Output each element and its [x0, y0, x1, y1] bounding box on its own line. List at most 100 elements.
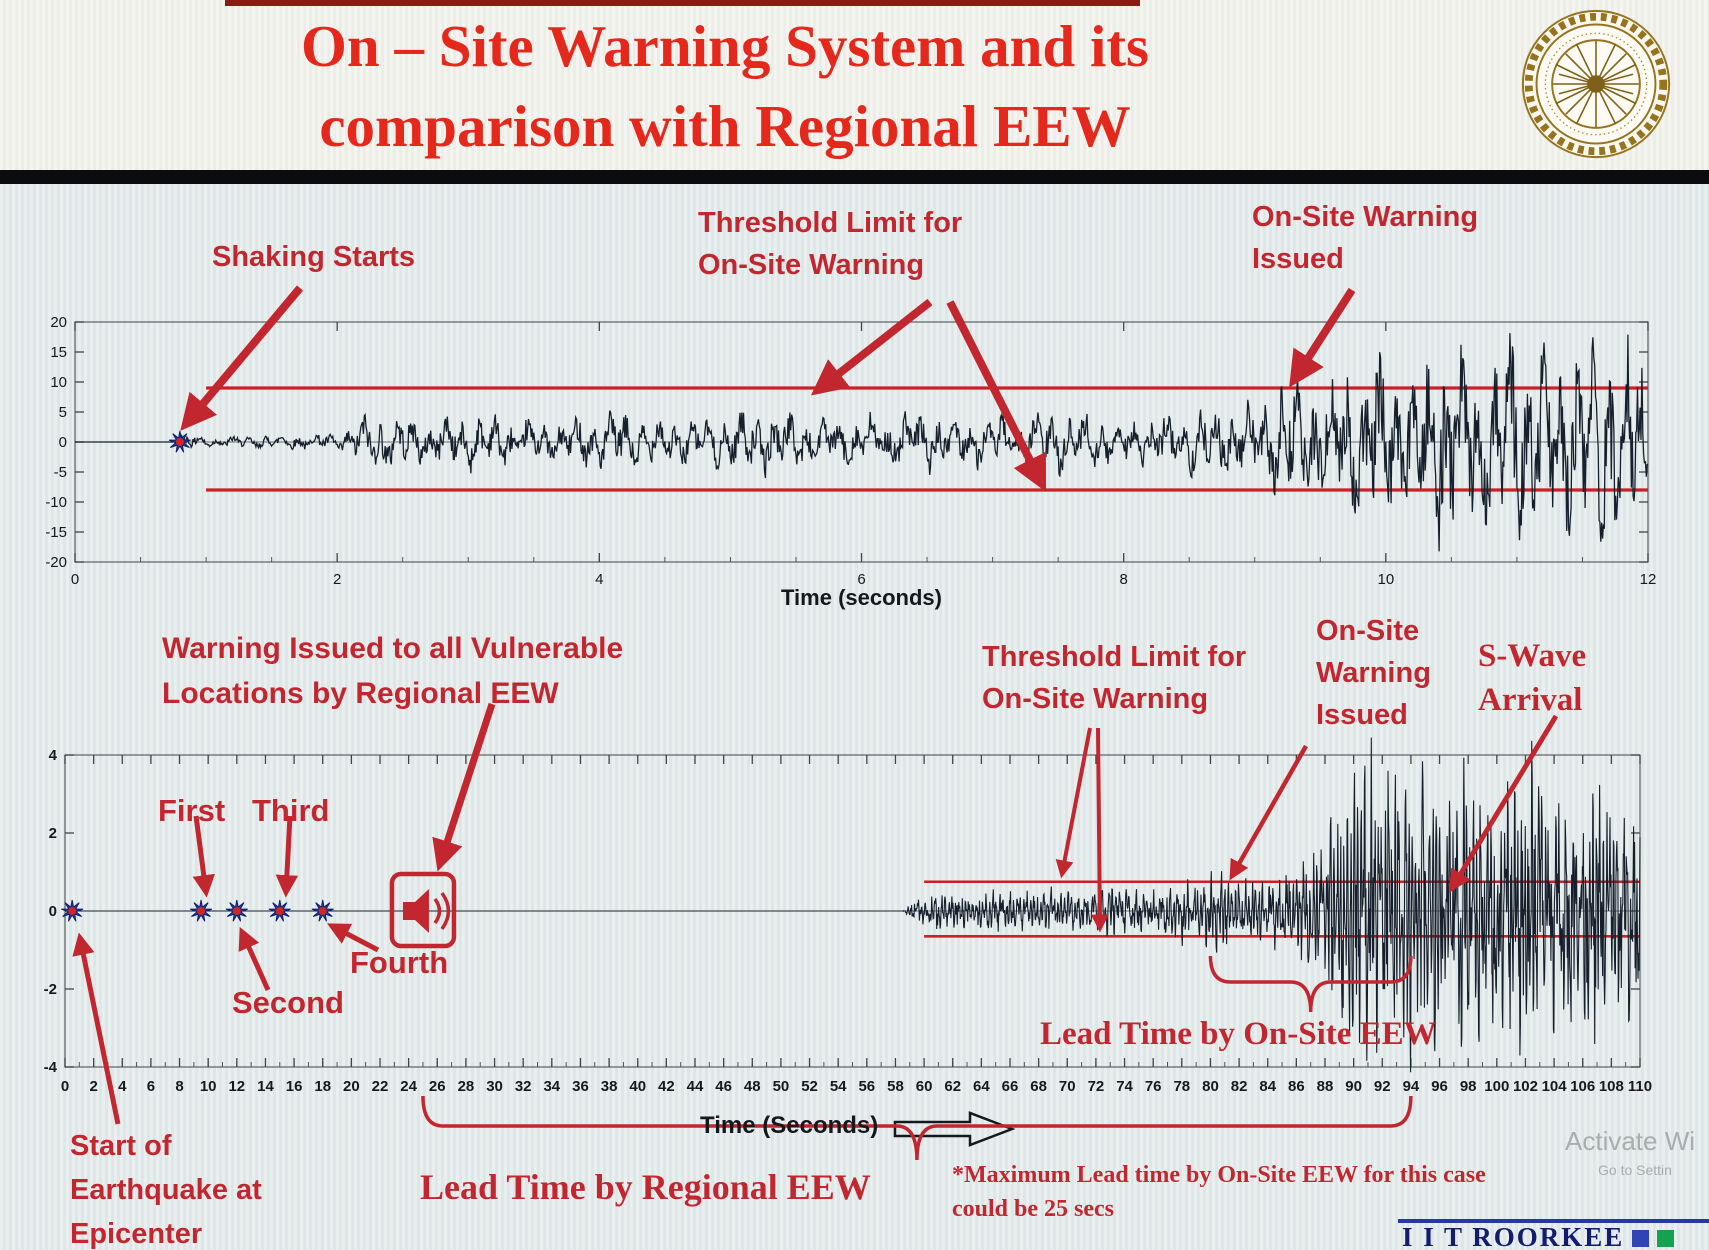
top-maroon-strip	[225, 0, 1140, 6]
x-tick-label: 88	[1317, 1078, 1334, 1095]
logo-gear-ring	[1524, 12, 1668, 156]
warning-speaker-icon	[389, 871, 457, 949]
x-tick-label: 78	[1173, 1078, 1190, 1095]
onsite-warning-bottom-arrow	[1229, 744, 1308, 881]
logo-text-ring	[1544, 32, 1648, 136]
threshold-top-arrow-right	[946, 300, 1047, 493]
x-tick-label: 0	[71, 571, 79, 588]
p-wave-detection-star	[168, 430, 191, 453]
x-tick-label: 108	[1599, 1078, 1624, 1095]
slide-title-line2: comparison with Regional EEW	[319, 93, 1131, 159]
x-tick-label: 42	[658, 1078, 675, 1095]
y-tick-label: -10	[45, 494, 67, 511]
go-to-settings-watermark: Go to Settin	[1598, 1162, 1672, 1178]
x-tick-label: 46	[715, 1078, 732, 1095]
threshold-top-arrow-left	[810, 298, 933, 396]
label-second-detection: Second	[232, 985, 344, 1020]
y-tick-label: 2	[49, 825, 57, 842]
x-tick-label: 62	[944, 1078, 961, 1095]
x-tick-label: 24	[400, 1078, 417, 1095]
x-tick-label: 98	[1460, 1078, 1477, 1095]
label-lead-time-regional: Lead Time by Regional EEW	[420, 1167, 871, 1207]
label-threshold-limit-top: Threshold Limit for On-Site Warning	[698, 207, 963, 281]
label-fourth-detection: Fourth	[350, 945, 449, 980]
x-tick-label: 32	[515, 1078, 532, 1095]
x-tick-label: 84	[1259, 1078, 1276, 1095]
x-tick-label: 54	[830, 1078, 847, 1095]
label-s-wave-arrival: S-Wave Arrival	[1478, 638, 1587, 718]
x-tick-label: 40	[629, 1078, 646, 1095]
y-tick-label: 10	[50, 374, 67, 391]
x-tick-label: 38	[601, 1078, 618, 1095]
p-wave-detection-star	[190, 899, 213, 922]
label-onsite-warning-issued-bottom: On-Site Warning Issued	[1316, 615, 1431, 731]
y-tick-label: 4	[49, 747, 58, 764]
x-tick-label: 56	[858, 1078, 875, 1095]
p-wave-detection-star	[61, 899, 84, 922]
slide-title-line1: On – Site Warning System and its	[300, 13, 1149, 79]
fourth-detection-arrow	[327, 923, 380, 953]
x-tick-label: 6	[147, 1078, 155, 1095]
x-tick-label: 68	[1030, 1078, 1047, 1095]
label-threshold-limit-bottom: Threshold Limit for On-Site Warning	[982, 641, 1247, 715]
logo-hub	[1587, 75, 1605, 93]
x-tick-label: 50	[773, 1078, 790, 1095]
x-tick-label: 80	[1202, 1078, 1219, 1095]
slide-header: On – Site Warning System and its compari…	[0, 0, 1709, 170]
label-onsite-warning-issued-top: On-Site Warning Issued	[1252, 201, 1479, 275]
s-wave-arrow	[1449, 714, 1559, 893]
y-tick-label: -5	[54, 464, 67, 481]
regional-eew-seismogram: 0 2 4 6 8 10 12 14 16 18 20 22 24 26 28 30 32 34 36 38 40 42 4…	[44, 737, 1652, 1095]
x-tick-label: 92	[1374, 1078, 1391, 1095]
y-tick-label: -4	[44, 1059, 58, 1076]
x-tick-label: 18	[314, 1078, 331, 1095]
y-tick-label: 0	[49, 903, 57, 920]
slide-title: On – Site Warning System and its compari…	[0, 6, 1450, 166]
x-tick-label: 28	[458, 1078, 475, 1095]
x-tick-label: 106	[1570, 1078, 1595, 1095]
x-tick-label: 14	[257, 1078, 274, 1095]
iit-roorkee-wordmark: I I T ROORKEE	[1402, 1222, 1675, 1250]
x-tick-label: 10	[1377, 571, 1394, 588]
onsite-warning-top-arrow	[1289, 287, 1356, 388]
x-tick-label: 110	[1628, 1078, 1652, 1095]
on-site-station-seismogram: 0 2 4 6 8 10 12 20 15 10 5 0 -5 -10 -15 -20	[45, 314, 1656, 588]
iit-roorkee-logo	[1521, 9, 1671, 159]
x-tick-label: 16	[286, 1078, 303, 1095]
brand-blue-square-icon	[1632, 1230, 1650, 1247]
p-wave-detection-star	[311, 899, 334, 922]
activate-windows-watermark: Activate Wi	[1565, 1126, 1696, 1156]
brand-underline	[1398, 1219, 1709, 1223]
shaking-starts-arrow	[180, 285, 304, 431]
x-tick-label: 94	[1403, 1078, 1420, 1095]
top-x-axis-label: Time (seconds)	[781, 585, 942, 610]
x-tick-label: 26	[429, 1078, 446, 1095]
x-tick-label: 6	[857, 571, 865, 588]
x-tick-label: 58	[887, 1078, 904, 1095]
x-tick-label: 48	[744, 1078, 761, 1095]
x-tick-label: 66	[1002, 1078, 1019, 1095]
x-tick-label: 72	[1088, 1078, 1105, 1095]
label-start-of-earthquake: Start of Earthquake at Epicenter	[70, 1130, 262, 1250]
label-first-detection: First	[158, 793, 226, 828]
logo-chakra-rim	[1551, 39, 1641, 129]
label-shaking-starts: Shaking Starts	[212, 241, 416, 273]
x-tick-label: 8	[175, 1078, 183, 1095]
x-tick-label: 90	[1345, 1078, 1362, 1095]
x-tick-label: 8	[1119, 571, 1127, 588]
x-tick-label: 10	[200, 1078, 217, 1095]
x-tick-label: 104	[1542, 1078, 1568, 1095]
y-tick-label: 15	[50, 344, 67, 361]
x-tick-label: 20	[343, 1078, 360, 1095]
second-detection-arrow	[238, 926, 271, 992]
x-tick-label: 34	[543, 1078, 560, 1095]
x-tick-label: 82	[1231, 1078, 1248, 1095]
start-epicenter-arrow	[72, 932, 121, 1125]
x-tick-label: 100	[1484, 1078, 1509, 1095]
x-tick-label: 102	[1513, 1078, 1538, 1095]
y-tick-label: -2	[44, 981, 57, 998]
y-tick-label: -20	[45, 554, 67, 571]
x-tick-label: 4	[595, 571, 603, 588]
